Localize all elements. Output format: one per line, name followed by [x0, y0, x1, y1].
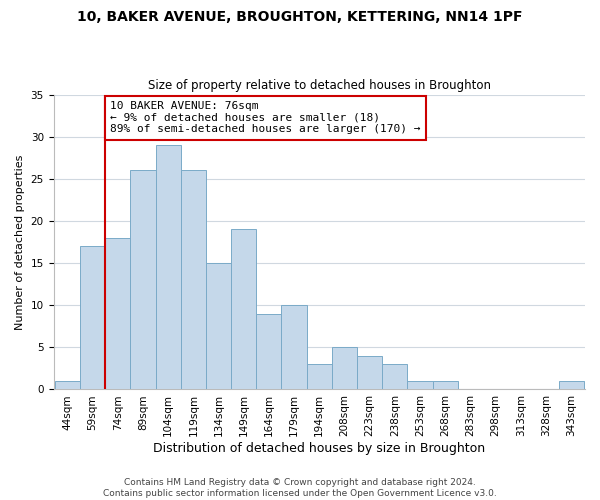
Y-axis label: Number of detached properties: Number of detached properties	[15, 154, 25, 330]
Bar	[433, 381, 458, 390]
Bar	[55, 381, 80, 390]
Bar	[155, 145, 181, 390]
Text: 10, BAKER AVENUE, BROUGHTON, KETTERING, NN14 1PF: 10, BAKER AVENUE, BROUGHTON, KETTERING, …	[77, 10, 523, 24]
Bar	[206, 263, 231, 390]
Bar	[407, 381, 433, 390]
Bar	[231, 230, 256, 390]
Title: Size of property relative to detached houses in Broughton: Size of property relative to detached ho…	[148, 79, 491, 92]
Bar	[307, 364, 332, 390]
Bar	[382, 364, 407, 390]
Text: Contains HM Land Registry data © Crown copyright and database right 2024.
Contai: Contains HM Land Registry data © Crown c…	[103, 478, 497, 498]
Bar	[80, 246, 105, 390]
Bar	[130, 170, 155, 390]
Bar	[559, 381, 584, 390]
Bar	[181, 170, 206, 390]
Bar	[281, 305, 307, 390]
Bar	[357, 356, 382, 390]
Bar	[105, 238, 130, 390]
Bar	[332, 348, 357, 390]
Bar	[256, 314, 281, 390]
X-axis label: Distribution of detached houses by size in Broughton: Distribution of detached houses by size …	[153, 442, 485, 455]
Text: 10 BAKER AVENUE: 76sqm
← 9% of detached houses are smaller (18)
89% of semi-deta: 10 BAKER AVENUE: 76sqm ← 9% of detached …	[110, 102, 421, 134]
